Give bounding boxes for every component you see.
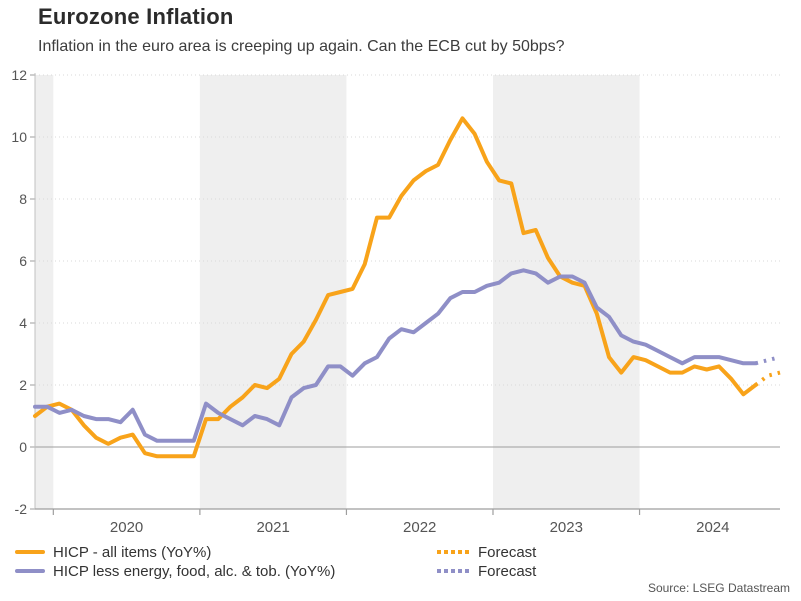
y-tick-label: 8 (19, 191, 27, 207)
hicp-forecast-label: Forecast (478, 543, 537, 561)
hicp-all-items-label: HICP - all items (YoY%) (53, 543, 212, 561)
y-tick-label: 0 (19, 439, 27, 455)
forecast-line-core (755, 355, 781, 366)
x-year-label: 2022 (403, 519, 436, 536)
series-line-core (33, 268, 758, 443)
x-year-label: 2024 (696, 519, 729, 536)
legend-item-hicp-core: HICP less energy, food, alc. & tob. (YoY… (15, 562, 336, 580)
core-forecast-swatch (437, 569, 470, 573)
y-tick-label: 6 (19, 253, 27, 269)
year-band (199, 75, 347, 509)
hicp-core-swatch (15, 569, 45, 573)
y-tick-label: 4 (19, 315, 27, 331)
x-year-label: 2021 (256, 519, 289, 536)
legend-item-hicp-all: HICP - all items (YoY%) (15, 543, 212, 561)
page-subtitle: Inflation in the euro area is creeping u… (38, 38, 565, 55)
year-band (35, 75, 54, 509)
core-forecast-label: Forecast (478, 562, 537, 580)
y-tick-label: 12 (11, 67, 27, 83)
hicp-forecast-swatch (437, 550, 470, 554)
hicp-core-label: HICP less energy, food, alc. & tob. (YoY… (53, 562, 336, 580)
hicp-all-items-swatch (15, 550, 45, 554)
source-credit: Source: LSEG Datastream (647, 581, 790, 595)
y-tick-label: 10 (11, 129, 27, 145)
page-title: Eurozone Inflation (38, 4, 234, 29)
series-line-headline (33, 116, 758, 459)
x-year-label: 2020 (110, 519, 143, 536)
year-band (492, 75, 640, 509)
legend-item-forecast-hicp: Forecast (437, 543, 537, 561)
y-tick-label: -2 (15, 501, 28, 517)
forecast-line-headline (754, 370, 781, 387)
legend-item-forecast-core: Forecast (437, 562, 537, 580)
y-tick-label: 2 (19, 377, 27, 393)
x-year-label: 2023 (550, 519, 583, 536)
